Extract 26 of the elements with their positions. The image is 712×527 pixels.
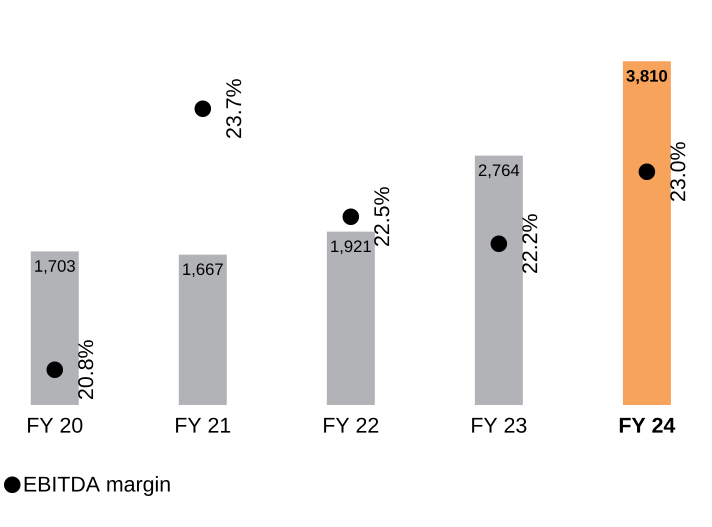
x-tick-label: FY 23 [472, 418, 526, 433]
data-label: 23.0% [670, 142, 686, 201]
x-tick-label: FY 24 [620, 418, 676, 433]
point [490, 235, 508, 252]
point [194, 100, 212, 118]
data-label: 2,764 [478, 164, 520, 178]
data-label: 1,703 [35, 260, 75, 274]
bar [326, 232, 375, 405]
bar [474, 156, 523, 405]
point [46, 361, 64, 378]
legend-label: EBITDA margin [24, 476, 170, 496]
data-label: 23.7% [226, 79, 242, 138]
point [638, 163, 656, 180]
point [342, 208, 360, 226]
x-tick-label: FY 21 [176, 418, 230, 433]
x-tick-label: FY 20 [28, 418, 82, 433]
x-tick-label: FY 22 [324, 418, 378, 433]
bar [178, 254, 227, 405]
data-label: 22.2% [522, 214, 538, 273]
bar [30, 251, 79, 405]
bar [622, 61, 671, 405]
data-label: 20.8% [78, 340, 94, 399]
data-label: 3,810 [626, 70, 668, 84]
data-label: 22.5% [374, 187, 390, 246]
data-label: 1,667 [183, 263, 223, 278]
data-label: 1,921 [331, 240, 371, 254]
